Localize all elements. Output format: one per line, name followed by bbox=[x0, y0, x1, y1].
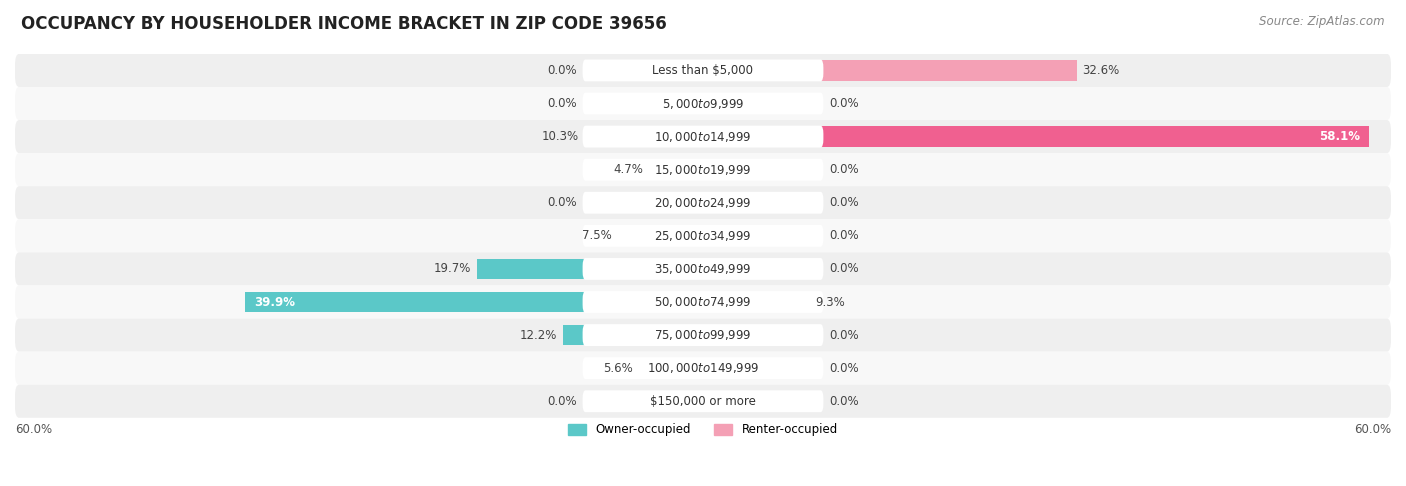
FancyBboxPatch shape bbox=[582, 390, 824, 412]
Text: 0.0%: 0.0% bbox=[830, 362, 859, 375]
Text: $5,000 to $9,999: $5,000 to $9,999 bbox=[662, 97, 744, 110]
FancyBboxPatch shape bbox=[582, 192, 824, 214]
FancyBboxPatch shape bbox=[582, 357, 824, 379]
FancyBboxPatch shape bbox=[15, 219, 1391, 252]
Text: 0.0%: 0.0% bbox=[830, 196, 859, 209]
Bar bbox=[703, 192, 761, 213]
Text: $150,000 or more: $150,000 or more bbox=[650, 395, 756, 408]
Text: 0.0%: 0.0% bbox=[830, 229, 859, 243]
Bar bbox=[617, 226, 703, 246]
Text: 0.0%: 0.0% bbox=[547, 97, 576, 110]
Bar bbox=[703, 259, 761, 279]
Bar bbox=[645, 93, 703, 114]
FancyBboxPatch shape bbox=[582, 225, 824, 247]
Bar bbox=[645, 60, 703, 81]
Text: 7.5%: 7.5% bbox=[582, 229, 612, 243]
Text: 39.9%: 39.9% bbox=[254, 295, 295, 309]
FancyBboxPatch shape bbox=[582, 324, 824, 346]
Text: 0.0%: 0.0% bbox=[547, 196, 576, 209]
FancyBboxPatch shape bbox=[15, 54, 1391, 87]
Text: OCCUPANCY BY HOUSEHOLDER INCOME BRACKET IN ZIP CODE 39656: OCCUPANCY BY HOUSEHOLDER INCOME BRACKET … bbox=[21, 15, 666, 33]
Text: 4.7%: 4.7% bbox=[613, 163, 644, 176]
FancyBboxPatch shape bbox=[15, 385, 1391, 418]
Legend: Owner-occupied, Renter-occupied: Owner-occupied, Renter-occupied bbox=[564, 418, 842, 441]
Text: $50,000 to $74,999: $50,000 to $74,999 bbox=[654, 295, 752, 309]
Bar bbox=[638, 358, 703, 379]
Text: 0.0%: 0.0% bbox=[547, 64, 576, 77]
Text: Source: ZipAtlas.com: Source: ZipAtlas.com bbox=[1260, 15, 1385, 28]
FancyBboxPatch shape bbox=[582, 126, 824, 148]
Text: $25,000 to $34,999: $25,000 to $34,999 bbox=[654, 229, 752, 243]
Text: 0.0%: 0.0% bbox=[547, 395, 576, 408]
Bar bbox=[703, 60, 1077, 81]
Text: 12.2%: 12.2% bbox=[520, 329, 557, 342]
Bar bbox=[585, 126, 703, 147]
FancyBboxPatch shape bbox=[582, 291, 824, 313]
Bar bbox=[703, 358, 761, 379]
Text: $10,000 to $14,999: $10,000 to $14,999 bbox=[654, 130, 752, 143]
FancyBboxPatch shape bbox=[582, 59, 824, 81]
FancyBboxPatch shape bbox=[15, 186, 1391, 219]
Bar bbox=[645, 391, 703, 412]
Text: 19.7%: 19.7% bbox=[434, 262, 471, 276]
FancyBboxPatch shape bbox=[15, 87, 1391, 120]
FancyBboxPatch shape bbox=[15, 252, 1391, 285]
Text: 0.0%: 0.0% bbox=[830, 97, 859, 110]
Text: 0.0%: 0.0% bbox=[830, 395, 859, 408]
Text: 0.0%: 0.0% bbox=[830, 163, 859, 176]
Text: Less than $5,000: Less than $5,000 bbox=[652, 64, 754, 77]
Bar bbox=[246, 292, 703, 312]
Text: $75,000 to $99,999: $75,000 to $99,999 bbox=[654, 328, 752, 342]
Text: 60.0%: 60.0% bbox=[1354, 423, 1391, 436]
FancyBboxPatch shape bbox=[582, 93, 824, 114]
Bar bbox=[703, 93, 761, 114]
Bar bbox=[477, 259, 703, 279]
FancyBboxPatch shape bbox=[582, 159, 824, 181]
Text: 58.1%: 58.1% bbox=[1319, 130, 1360, 143]
Text: 9.3%: 9.3% bbox=[815, 295, 845, 309]
Text: 0.0%: 0.0% bbox=[830, 262, 859, 276]
Text: $15,000 to $19,999: $15,000 to $19,999 bbox=[654, 163, 752, 177]
Text: $35,000 to $49,999: $35,000 to $49,999 bbox=[654, 262, 752, 276]
Bar bbox=[703, 159, 761, 180]
Text: 32.6%: 32.6% bbox=[1083, 64, 1119, 77]
Text: $20,000 to $24,999: $20,000 to $24,999 bbox=[654, 196, 752, 210]
Bar bbox=[564, 325, 703, 346]
FancyBboxPatch shape bbox=[15, 120, 1391, 153]
Bar bbox=[703, 126, 1369, 147]
FancyBboxPatch shape bbox=[15, 352, 1391, 385]
Bar bbox=[703, 292, 810, 312]
Bar bbox=[703, 325, 761, 346]
Text: 0.0%: 0.0% bbox=[830, 329, 859, 342]
FancyBboxPatch shape bbox=[15, 153, 1391, 186]
FancyBboxPatch shape bbox=[582, 258, 824, 280]
Text: $100,000 to $149,999: $100,000 to $149,999 bbox=[647, 361, 759, 375]
Bar bbox=[650, 159, 703, 180]
Text: 5.6%: 5.6% bbox=[603, 362, 633, 375]
Text: 60.0%: 60.0% bbox=[15, 423, 52, 436]
Bar bbox=[645, 192, 703, 213]
Bar bbox=[703, 226, 761, 246]
FancyBboxPatch shape bbox=[15, 285, 1391, 318]
FancyBboxPatch shape bbox=[15, 318, 1391, 352]
Bar bbox=[703, 391, 761, 412]
Text: 10.3%: 10.3% bbox=[543, 130, 579, 143]
